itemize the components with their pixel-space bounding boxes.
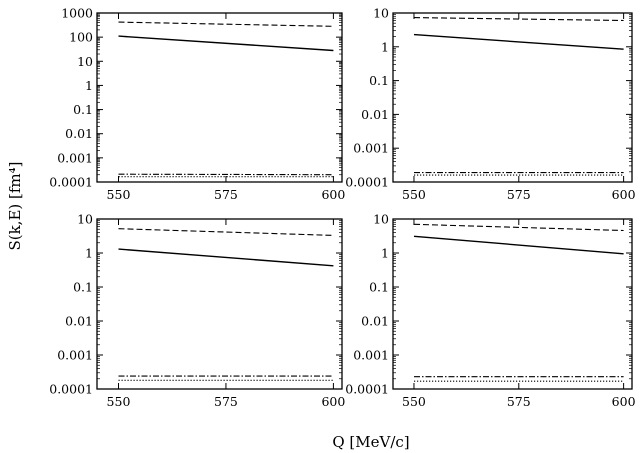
- x-tick-label: 600: [612, 187, 636, 202]
- y-tick-label: 0.001: [353, 141, 389, 156]
- y-tick-label: 0.01: [65, 314, 93, 329]
- y-axis-title: S(k,E) [fm⁴]: [6, 161, 24, 250]
- y-tick-label: 0.001: [57, 348, 93, 363]
- series-line-solid: [118, 248, 334, 267]
- series-line-dashed: [118, 21, 334, 27]
- y-tick-label: 100: [69, 30, 93, 45]
- series-line-dash-dot: [118, 173, 334, 176]
- y-tick-label: 1: [381, 39, 389, 54]
- x-axis-title: Q [MeV/c]: [332, 433, 409, 451]
- y-tick-label: 0.0001: [345, 382, 389, 397]
- x-tick-label: 575: [214, 394, 238, 409]
- y-tick-label: 10: [373, 212, 389, 227]
- y-tick-label: 0.1: [369, 280, 389, 295]
- y-tick-label: 0.1: [73, 280, 93, 295]
- y-tick-label: 0.1: [369, 73, 389, 88]
- y-tick-label: 10: [373, 6, 389, 21]
- x-tick-label: 550: [402, 187, 426, 202]
- series-line-solid: [413, 33, 624, 50]
- panel-bottom-left: 0.0001 0.001 0.01 0.1 1 10 550 575 600: [49, 212, 345, 410]
- x-tick-label: 600: [612, 394, 636, 409]
- y-tick-label: 0.1: [73, 102, 93, 117]
- x-tick-label: 575: [507, 394, 531, 409]
- panel-bottom-right: 0.0001 0.001 0.01 0.1 1 10 550 575 600: [345, 212, 635, 410]
- y-tick-label: 0.0001: [49, 382, 93, 397]
- series-line-dashed: [413, 17, 624, 22]
- y-tick-label: 0.0001: [49, 175, 93, 190]
- y-tick-label: 0.001: [353, 348, 389, 363]
- x-tick-label: 550: [107, 394, 131, 409]
- y-tick-label: 0.0001: [345, 175, 389, 190]
- x-tick-label: 600: [321, 394, 345, 409]
- y-tick-label: 0.01: [361, 314, 389, 329]
- y-tick-label: 0.01: [361, 107, 389, 122]
- y-tick-label: 0.001: [57, 150, 93, 165]
- plot-frame: [96, 218, 343, 390]
- panel-top-right: 0.0001 0.001 0.01 0.1 1 10 550 575 600: [345, 6, 635, 203]
- panel-top-left: 0.0001 0.001 0.01 0.1 1 10 100 1000 550 575 600: [49, 6, 345, 203]
- x-tick-label: 550: [107, 187, 131, 202]
- series-line-dashed: [413, 223, 624, 232]
- series-line-solid: [413, 235, 624, 255]
- x-tick-label: 600: [321, 187, 345, 202]
- x-tick-label: 575: [214, 187, 238, 202]
- y-tick-label: 1: [85, 246, 93, 261]
- series-line-solid: [118, 35, 334, 52]
- y-tick-label: 1: [85, 78, 93, 93]
- series-line-dashed: [118, 228, 334, 236]
- y-tick-label: 0.01: [65, 126, 93, 141]
- x-tick-label: 575: [507, 187, 531, 202]
- y-tick-label: 1000: [61, 6, 93, 21]
- y-tick-label: 10: [77, 212, 93, 227]
- y-tick-label: 10: [77, 54, 93, 69]
- y-tick-label: 1: [381, 246, 389, 261]
- plot-frame: [96, 12, 343, 183]
- plot-frame: [392, 218, 633, 390]
- plot-frame: [392, 12, 633, 183]
- x-tick-label: 550: [402, 394, 426, 409]
